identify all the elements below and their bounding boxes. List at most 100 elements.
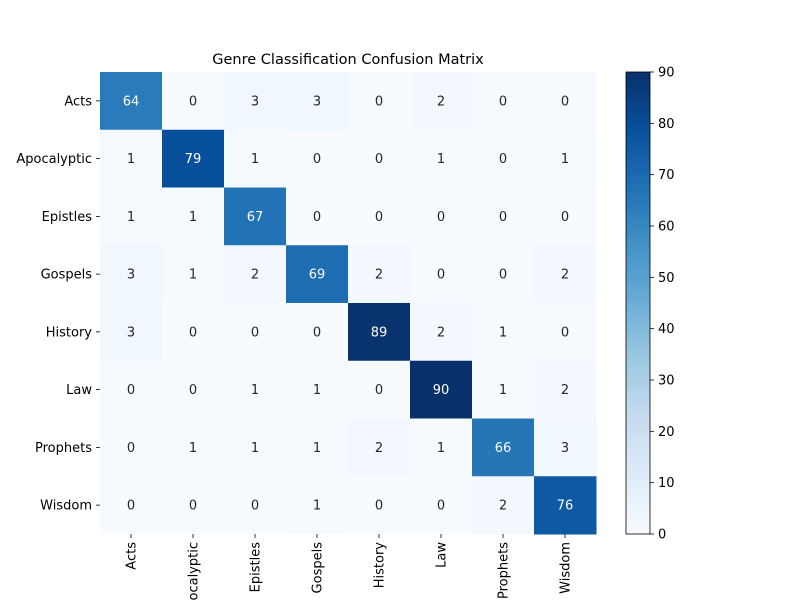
colorbar-gradient-strip — [626, 406, 650, 412]
heatmap-cells — [100, 72, 597, 535]
colorbar-gradient-strip — [626, 102, 650, 108]
heatmap-cell-apocalyptic-wisdom — [534, 129, 597, 188]
colorbar-tick-label: 70 — [658, 168, 675, 183]
colorbar-gradient-strip — [626, 226, 650, 231]
heatmap-cell-law-epistles — [224, 360, 287, 419]
heatmap-cell-prophets-prophets — [472, 418, 535, 477]
colorbar-gradient-strip — [626, 172, 650, 177]
colorbar-gradient-strip — [626, 214, 650, 219]
heatmap-cell-gospels-wisdom — [534, 245, 597, 304]
colorbar-gradient-strip — [626, 499, 650, 504]
cell-value-label: 67 — [247, 210, 264, 225]
heatmap-cell-epistles-prophets — [472, 187, 535, 246]
colorbar-gradient-strip — [626, 468, 650, 473]
colorbar-gradient-strip — [626, 449, 650, 454]
heatmap-cell-history-prophets — [472, 303, 535, 362]
colorbar-gradient-strip — [626, 430, 650, 435]
heatmap-cell-history-acts — [100, 303, 163, 362]
column-label-epistles: Epistles — [249, 542, 264, 593]
row-label-epistles: Epistles — [42, 210, 93, 225]
column-label-law: Law — [435, 542, 450, 568]
colorbar-gradient-strip — [626, 399, 650, 404]
cell-value-label: 0 — [313, 210, 321, 225]
heatmap-cell-epistles-wisdom — [534, 187, 597, 246]
heatmap-cell-history-wisdom — [534, 303, 597, 362]
colorbar-tick-label: 40 — [658, 322, 675, 337]
column-label-wisdom: Wisdom — [559, 542, 574, 594]
colorbar-gradient-strip — [626, 472, 650, 477]
colorbar-gradient-strip — [626, 464, 650, 470]
cell-value-label: 0 — [437, 210, 445, 225]
colorbar-tick-label: 20 — [658, 425, 675, 440]
colorbar-tick-label: 80 — [658, 117, 675, 132]
cell-value-label: 1 — [313, 499, 321, 514]
cell-value-label: 0 — [437, 499, 445, 514]
heatmap-cell-acts-acts — [100, 72, 163, 131]
colorbar-gradient-strip — [626, 341, 650, 346]
colorbar-gradient-strip — [626, 306, 650, 312]
heatmap-cell-gospels-acts — [100, 245, 163, 304]
cell-value-label: 1 — [189, 441, 197, 456]
heatmap-cell-acts-prophets — [472, 72, 535, 131]
cell-value-label: 3 — [561, 441, 569, 456]
colorbar-gradient-strip — [626, 514, 650, 520]
heatmap-cell-gospels-law — [410, 245, 473, 304]
colorbar-gradient-strip — [626, 476, 650, 481]
heatmap-cell-gospels-apocalyptic — [162, 245, 225, 304]
heatmap-cell-prophets-apocalyptic — [162, 418, 225, 477]
colorbar-gradient-strip — [626, 360, 650, 366]
colorbar-gradient-strip — [626, 433, 650, 439]
heatmap-cell-apocalyptic-epistles — [224, 129, 287, 188]
column-labels: Acts Apocalyptic Epistles Gospels History Law… — [125, 534, 574, 600]
row-label-wisdom: Wisdom — [40, 499, 92, 514]
colorbar-gradient-strip — [626, 333, 650, 339]
colorbar-gradient-strip — [626, 268, 650, 273]
colorbar-gradient-strip — [626, 156, 650, 162]
colorbar-gradient-strip — [626, 249, 650, 254]
colorbar-gradient-strip — [626, 202, 650, 208]
cell-value-label: 0 — [375, 94, 383, 109]
heatmap-cell-apocalyptic-prophets — [472, 129, 535, 188]
colorbar-gradient-strip — [626, 426, 650, 431]
heatmap-cell-epistles-law — [410, 187, 473, 246]
colorbar-tick-label: 10 — [658, 476, 675, 491]
colorbar-gradient-strip — [626, 264, 650, 269]
heatmap-cell-acts-wisdom — [534, 72, 597, 131]
cell-value-label: 0 — [437, 268, 445, 283]
cell-value-label: 1 — [499, 383, 507, 398]
cell-value-label: 0 — [127, 383, 135, 398]
colorbar-gradient-strip — [626, 118, 650, 123]
colorbar-frame — [625, 71, 651, 535]
colorbar-gradient-strip — [626, 422, 650, 427]
heatmap-cell-history-apocalyptic — [162, 303, 225, 362]
heatmap-cell-prophets-epistles — [224, 418, 287, 477]
row-label-history: History — [46, 325, 93, 340]
cell-value-label: 0 — [127, 499, 135, 514]
cell-value-label: 1 — [313, 441, 321, 456]
colorbar-gradient-strip — [626, 510, 650, 516]
cell-value-label: 0 — [375, 152, 383, 167]
colorbar-gradient-strip — [626, 326, 650, 331]
column-label-prophets: Prophets — [497, 542, 512, 599]
colorbar-tick-label: 90 — [658, 66, 675, 81]
colorbar-gradient-strip — [626, 256, 650, 262]
colorbar-gradient-strip — [626, 387, 650, 393]
heatmap-cell-law-apocalyptic — [162, 360, 225, 419]
colorbar-gradient-strip — [626, 318, 650, 323]
colorbar-gradient-strip — [626, 441, 650, 447]
colorbar-gradient-strip — [626, 337, 650, 343]
column-label-apocalyptic: Apocalyptic — [187, 542, 202, 600]
colorbar-gradient-strip — [626, 299, 650, 304]
heatmap-cell-wisdom-prophets — [472, 476, 535, 535]
colorbar-gradient-strip — [626, 106, 650, 112]
colorbar-gradient-strip — [626, 79, 650, 85]
cell-value-label: 0 — [189, 94, 197, 109]
cell-value-label: 2 — [375, 441, 383, 456]
colorbar-gradient-strip — [626, 391, 650, 396]
cell-value-label: 1 — [251, 441, 259, 456]
cell-value-label: 0 — [561, 210, 569, 225]
colorbar-gradient-strip — [626, 291, 650, 296]
cell-value-label: 2 — [499, 499, 507, 514]
heatmap-cell-law-gospels — [286, 360, 349, 419]
heatmap-cell-epistles-acts — [100, 187, 163, 246]
